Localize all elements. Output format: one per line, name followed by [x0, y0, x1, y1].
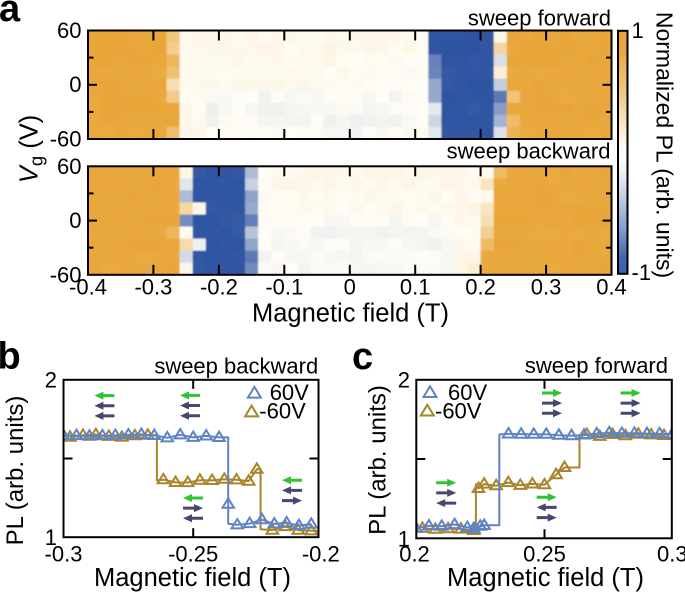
svg-text:1: 1 [632, 18, 644, 43]
svg-text:2: 2 [398, 367, 410, 392]
svg-text:1: 1 [398, 526, 410, 551]
svg-text:-0.2: -0.2 [302, 541, 340, 566]
svg-text:-60: -60 [50, 262, 82, 287]
svg-text:Normalized PL (arb. units): Normalized PL (arb. units) [652, 12, 678, 278]
svg-text:60: 60 [57, 154, 81, 179]
svg-text:0: 0 [69, 72, 81, 97]
svg-text:sweep forward: sweep forward [525, 353, 668, 378]
svg-text:-0.25: -0.25 [168, 541, 218, 566]
svg-text:-60: -60 [50, 127, 82, 152]
svg-text:0.25: 0.25 [523, 541, 566, 566]
svg-text:0: 0 [344, 275, 356, 300]
svg-text:sweep backward: sweep backward [447, 139, 611, 164]
svg-text:Vg (V): Vg (V) [16, 115, 47, 183]
svg-text:1: 1 [45, 525, 57, 550]
svg-text:60: 60 [57, 18, 81, 43]
svg-text:c: c [352, 336, 373, 378]
svg-text:0.3: 0.3 [531, 275, 562, 300]
svg-text:b: b [0, 336, 21, 378]
svg-text:0.2: 0.2 [399, 541, 430, 566]
svg-text:-60V: -60V [259, 399, 306, 424]
svg-text:0.3: 0.3 [657, 541, 685, 566]
svg-text:60V: 60V [270, 380, 309, 405]
svg-text:0: 0 [69, 208, 81, 233]
svg-text:0.1: 0.1 [400, 275, 431, 300]
svg-text:-0.3: -0.3 [134, 275, 172, 300]
svg-text:0.2: 0.2 [465, 275, 496, 300]
svg-text:Magnetic field (T): Magnetic field (T) [252, 299, 449, 327]
svg-text:PL (arb. units): PL (arb. units) [365, 385, 392, 535]
svg-text:-0.4: -0.4 [69, 275, 107, 300]
svg-text:Magnetic field (T): Magnetic field (T) [447, 564, 644, 592]
svg-text:sweep backward: sweep backward [154, 354, 318, 379]
svg-text:Magnetic field (T): Magnetic field (T) [94, 564, 291, 592]
svg-text:0.4: 0.4 [596, 275, 627, 300]
svg-text:-0.1: -0.1 [265, 275, 303, 300]
svg-text:sweep forward: sweep forward [468, 6, 611, 31]
svg-text:-0.2: -0.2 [200, 275, 238, 300]
svg-text:PL (arb. units): PL (arb. units) [2, 396, 29, 546]
svg-text:-60V: -60V [435, 398, 482, 423]
svg-text:60V: 60V [448, 380, 487, 405]
svg-text:-1: -1 [632, 260, 652, 285]
svg-text:2: 2 [45, 367, 57, 392]
svg-text:-0.3: -0.3 [45, 541, 83, 566]
svg-text:a: a [0, 0, 21, 30]
